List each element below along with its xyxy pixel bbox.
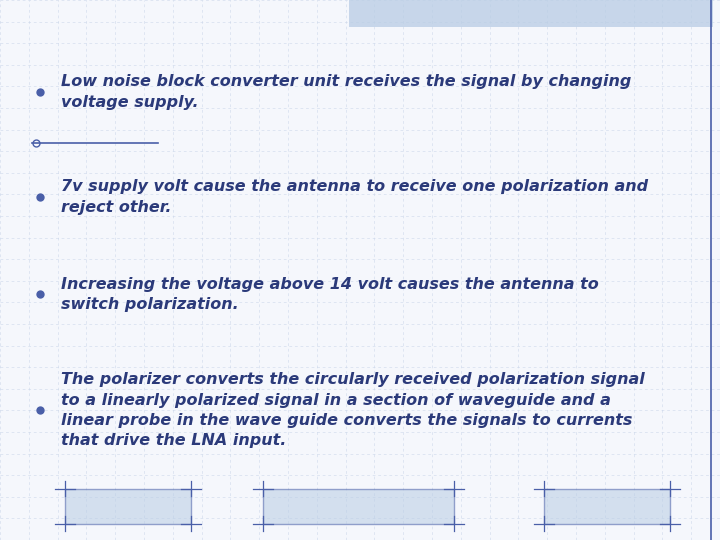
Text: The polarizer converts the circularly received polarization signal
to a linearly: The polarizer converts the circularly re… — [61, 372, 645, 449]
Text: Low noise block converter unit receives the signal by changing
voltage supply.: Low noise block converter unit receives … — [61, 74, 631, 110]
Bar — [263, 489, 454, 524]
Bar — [544, 489, 670, 524]
Text: Increasing the voltage above 14 volt causes the antenna to
switch polarization.: Increasing the voltage above 14 volt cau… — [61, 276, 599, 312]
Bar — [349, 0, 713, 27]
Text: 7v supply volt cause the antenna to receive one polarization and
reject other.: 7v supply volt cause the antenna to rece… — [61, 179, 648, 215]
Bar — [65, 489, 191, 524]
